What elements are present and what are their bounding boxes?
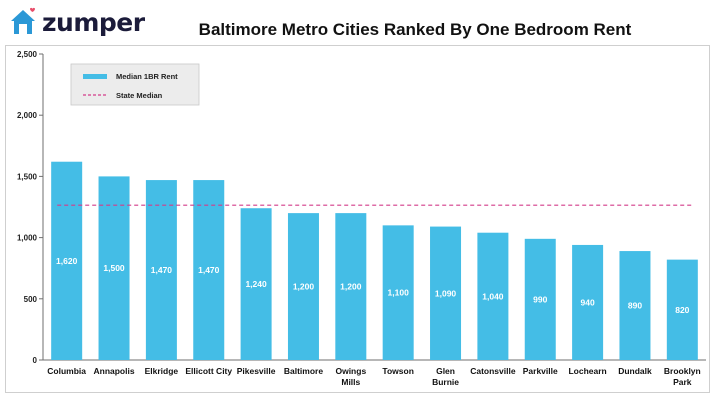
zumper-logo[interactable]: zumper bbox=[8, 6, 145, 38]
x-category-label: Parkville bbox=[523, 366, 558, 376]
bar bbox=[666, 259, 698, 360]
chart-title: Baltimore Metro Cities Ranked By One Bed… bbox=[198, 20, 632, 39]
x-category-label: Park bbox=[673, 377, 692, 387]
x-category-label: Towson bbox=[382, 366, 413, 376]
bar-value-label: 1,200 bbox=[293, 282, 315, 292]
bar bbox=[382, 225, 414, 360]
legend-label-median: Median 1BR Rent bbox=[116, 72, 178, 81]
x-category-label: Burnie bbox=[432, 377, 459, 387]
bar-value-label: 1,040 bbox=[482, 291, 504, 301]
bar-value-label: 820 bbox=[675, 305, 689, 315]
x-category-label: Baltimore bbox=[284, 366, 323, 376]
brand-name: zumper bbox=[42, 7, 145, 37]
bar-value-label: 1,100 bbox=[388, 288, 410, 298]
y-tick-label: 0 bbox=[33, 356, 38, 365]
bar-value-label: 890 bbox=[628, 301, 642, 311]
x-category-label: Ellicott City bbox=[185, 366, 232, 376]
bar-value-label: 1,620 bbox=[56, 256, 78, 266]
bar bbox=[193, 180, 225, 360]
x-category-label: Catonsville bbox=[470, 366, 516, 376]
bar bbox=[98, 176, 130, 360]
bar bbox=[51, 161, 83, 360]
bar bbox=[572, 244, 604, 360]
bar-value-label: 1,500 bbox=[103, 263, 125, 273]
legend-swatch-bar bbox=[83, 74, 107, 79]
x-category-label: Annapolis bbox=[93, 366, 134, 376]
y-tick-label: 500 bbox=[24, 295, 38, 304]
x-category-label: Mills bbox=[341, 377, 360, 387]
bar bbox=[335, 213, 367, 360]
bar bbox=[430, 226, 462, 360]
x-category-label: Columbia bbox=[47, 366, 86, 376]
x-category-label: Dundalk bbox=[618, 366, 652, 376]
y-tick-label: 1,000 bbox=[17, 234, 38, 243]
bar-value-label: 1,200 bbox=[340, 282, 362, 292]
bar bbox=[240, 208, 272, 360]
bar bbox=[145, 180, 177, 360]
x-category-label: Brooklyn bbox=[664, 366, 701, 376]
x-category-label: Owings bbox=[335, 366, 366, 376]
x-category-label: Lochearn bbox=[568, 366, 606, 376]
bar bbox=[619, 251, 651, 360]
x-category-label: Elkridge bbox=[145, 366, 179, 376]
bar-value-label: 1,470 bbox=[198, 265, 220, 275]
x-category-label: Pikesville bbox=[237, 366, 276, 376]
bar bbox=[287, 213, 319, 360]
y-tick-label: 1,500 bbox=[17, 172, 38, 181]
y-tick-label: 2,000 bbox=[17, 111, 38, 120]
bar-value-label: 1,240 bbox=[245, 279, 267, 289]
house-heart-icon bbox=[11, 7, 35, 34]
bar-value-label: 940 bbox=[581, 297, 595, 307]
header: zumper Baltimore Metro Cities Ranked By … bbox=[0, 0, 720, 50]
bar-value-label: 1,090 bbox=[435, 288, 457, 298]
y-tick-label: 2,500 bbox=[17, 50, 38, 59]
legend-box bbox=[70, 63, 200, 106]
chart-frame bbox=[5, 45, 710, 393]
bar-value-label: 1,470 bbox=[151, 265, 173, 275]
legend-label-state-median: State Median bbox=[116, 91, 163, 100]
bar bbox=[524, 238, 556, 360]
bar-value-label: 990 bbox=[533, 294, 547, 304]
x-category-label: Glen bbox=[436, 366, 455, 376]
bar bbox=[477, 232, 509, 360]
